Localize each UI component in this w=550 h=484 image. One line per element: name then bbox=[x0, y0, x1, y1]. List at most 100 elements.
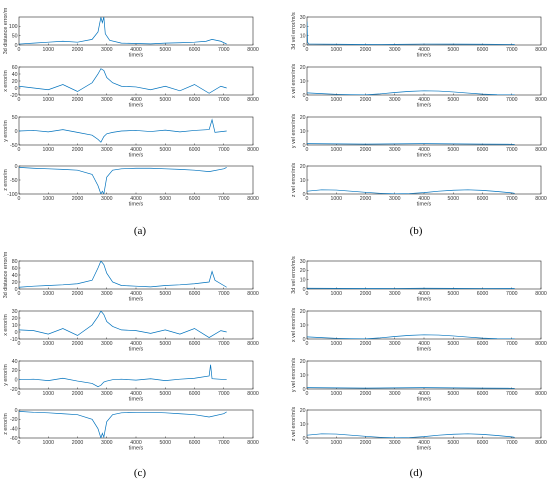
y-axis-label: y error/m bbox=[3, 364, 9, 386]
subplot-1: 0 1000 2000 3000 4000 5000 6000 7000 8000 0 50 100 t… bbox=[3, 7, 259, 58]
x-tick-label: 3000 bbox=[101, 291, 113, 297]
subplots: 0 1000 2000 3000 4000 5000 6000 7000 8000050100t… bbox=[3, 7, 547, 451]
y-tick-label: 20 bbox=[12, 368, 18, 374]
subplot-3: 0 1000 2000 3000 4000 5000 6000 7000 8000-50050t… bbox=[3, 115, 259, 159]
y-tick-label: 10 bbox=[12, 323, 18, 329]
x-tick-label: 7000 bbox=[218, 47, 230, 53]
axes-frame bbox=[18, 260, 254, 290]
series-line bbox=[19, 261, 227, 288]
x-tick-label: 8000 bbox=[535, 47, 547, 53]
y-axis-label: x error/m bbox=[3, 314, 9, 336]
x-tick-label: 8000 bbox=[535, 196, 547, 202]
x-tick-label: 5000 bbox=[447, 341, 459, 347]
y-tick-label: 0 bbox=[15, 408, 18, 414]
panel-label-c: (c) bbox=[134, 467, 147, 479]
x-tick-label: 8000 bbox=[247, 291, 259, 297]
y-axis-label: y vel error/m/s bbox=[291, 358, 297, 392]
panel-label-d: (d) bbox=[410, 467, 423, 479]
y-tick-label: 20 bbox=[300, 24, 306, 30]
y-tick-label: 20 bbox=[12, 316, 18, 322]
x-tick-label: 1000 bbox=[42, 440, 54, 446]
x-tick-label: 1000 bbox=[330, 341, 342, 347]
subplot-5: 0 1000 2000 3000 4000 5000 6000 7000 8000 0 10 20 30… bbox=[291, 12, 547, 59]
x-tick-label: 1000 bbox=[42, 391, 54, 397]
y-tick-label: 0 bbox=[15, 43, 18, 49]
x-tick-label: 8000 bbox=[535, 440, 547, 446]
x-tick-label: 8000 bbox=[247, 97, 259, 103]
series-line bbox=[307, 21, 515, 45]
x-tick-label: 3000 bbox=[389, 47, 401, 53]
y-tick-label: -100 bbox=[7, 192, 17, 198]
y-tick-label: 0 bbox=[303, 287, 306, 293]
x-tick-label: 5000 bbox=[159, 291, 171, 297]
y-axis-label: z vel error/m/s bbox=[291, 407, 297, 441]
x-tick-label: 6000 bbox=[477, 97, 489, 103]
x-tick-label: 0 bbox=[18, 47, 21, 53]
series-line bbox=[19, 118, 227, 143]
series-line bbox=[307, 387, 515, 389]
x-tick-label: 1000 bbox=[42, 341, 54, 347]
x-tick-label: 6000 bbox=[477, 440, 489, 446]
series-line bbox=[307, 334, 515, 339]
y-tick-label: 50 bbox=[12, 33, 18, 39]
x-tick-label: 7000 bbox=[218, 391, 230, 397]
x-tick-label: 3000 bbox=[389, 147, 401, 153]
y-tick-label: 30 bbox=[300, 15, 306, 21]
x-tick-label: 6000 bbox=[189, 341, 201, 347]
x-tick-label: 3000 bbox=[389, 196, 401, 202]
series-line bbox=[19, 364, 227, 388]
x-tick-label: 5000 bbox=[447, 147, 459, 153]
x-tick-label: 2000 bbox=[360, 440, 372, 446]
y-axis-label: 3d vel error/m/s bbox=[291, 12, 297, 50]
y-tick-label: 10 bbox=[300, 129, 306, 135]
x-tick-label: 2000 bbox=[72, 196, 84, 202]
y-tick-label: 0 bbox=[303, 436, 306, 442]
y-axis-label: y vel error/m/s bbox=[291, 114, 297, 148]
x-tick-label: 0 bbox=[18, 341, 21, 347]
series-line bbox=[19, 411, 227, 438]
x-tick-label: 7000 bbox=[506, 291, 518, 297]
y-tick-label: 20 bbox=[300, 164, 306, 170]
x-tick-label: 0 bbox=[306, 147, 309, 153]
x-tick-label: 8000 bbox=[535, 291, 547, 297]
y-tick-label: 0 bbox=[303, 192, 306, 198]
x-tick-label: 1000 bbox=[330, 291, 342, 297]
y-tick-label: 0 bbox=[15, 377, 18, 383]
y-tick-label: -40 bbox=[10, 426, 18, 432]
x-tick-label: 5000 bbox=[159, 147, 171, 153]
y-tick-label: 10 bbox=[300, 178, 306, 184]
x-tick-label: 6000 bbox=[477, 341, 489, 347]
y-tick-label: 20 bbox=[12, 79, 18, 85]
y-tick-label: 60 bbox=[12, 65, 18, 71]
x-tick-label: 0 bbox=[18, 196, 21, 202]
y-tick-label: 40 bbox=[12, 359, 18, 365]
y-tick-label: 40 bbox=[12, 72, 18, 78]
x-tick-label: 4000 bbox=[130, 147, 142, 153]
x-tick-label: 5000 bbox=[159, 341, 171, 347]
x-tick-label: 4000 bbox=[418, 147, 430, 153]
x-tick-label: 7000 bbox=[506, 341, 518, 347]
x-tick-label: 2000 bbox=[360, 391, 372, 397]
x-tick-label: 3000 bbox=[101, 196, 113, 202]
x-tick-label: 6000 bbox=[189, 291, 201, 297]
x-tick-label: 2000 bbox=[72, 440, 84, 446]
x-tick-label: 3000 bbox=[101, 47, 113, 53]
y-tick-label: 0 bbox=[303, 93, 306, 99]
axes-frame bbox=[18, 66, 254, 96]
x-tick-label: 3000 bbox=[101, 391, 113, 397]
x-tick-label: 8000 bbox=[247, 391, 259, 397]
y-tick-label: 10 bbox=[300, 33, 306, 39]
x-tick-label: 4000 bbox=[130, 47, 142, 53]
y-axis-label: x vel error/m/s bbox=[291, 64, 297, 98]
x-axis-label: time/s bbox=[129, 202, 144, 208]
subplot-14: 0 1000 2000 3000 4000 5000 6000 7000 8000 0 10 20 ti… bbox=[291, 308, 547, 353]
x-tick-label: 5000 bbox=[159, 47, 171, 53]
subplot-9: 0 1000 2000 3000 4000 5000 6000 7000 8000 0204060… bbox=[3, 251, 259, 302]
x-tick-label: 4000 bbox=[130, 391, 142, 397]
y-tick-label: 20 bbox=[300, 359, 306, 365]
x-axis-label: time/s bbox=[129, 446, 144, 452]
x-tick-label: 5000 bbox=[447, 440, 459, 446]
x-tick-label: 4000 bbox=[130, 196, 142, 202]
series-line bbox=[307, 143, 515, 145]
